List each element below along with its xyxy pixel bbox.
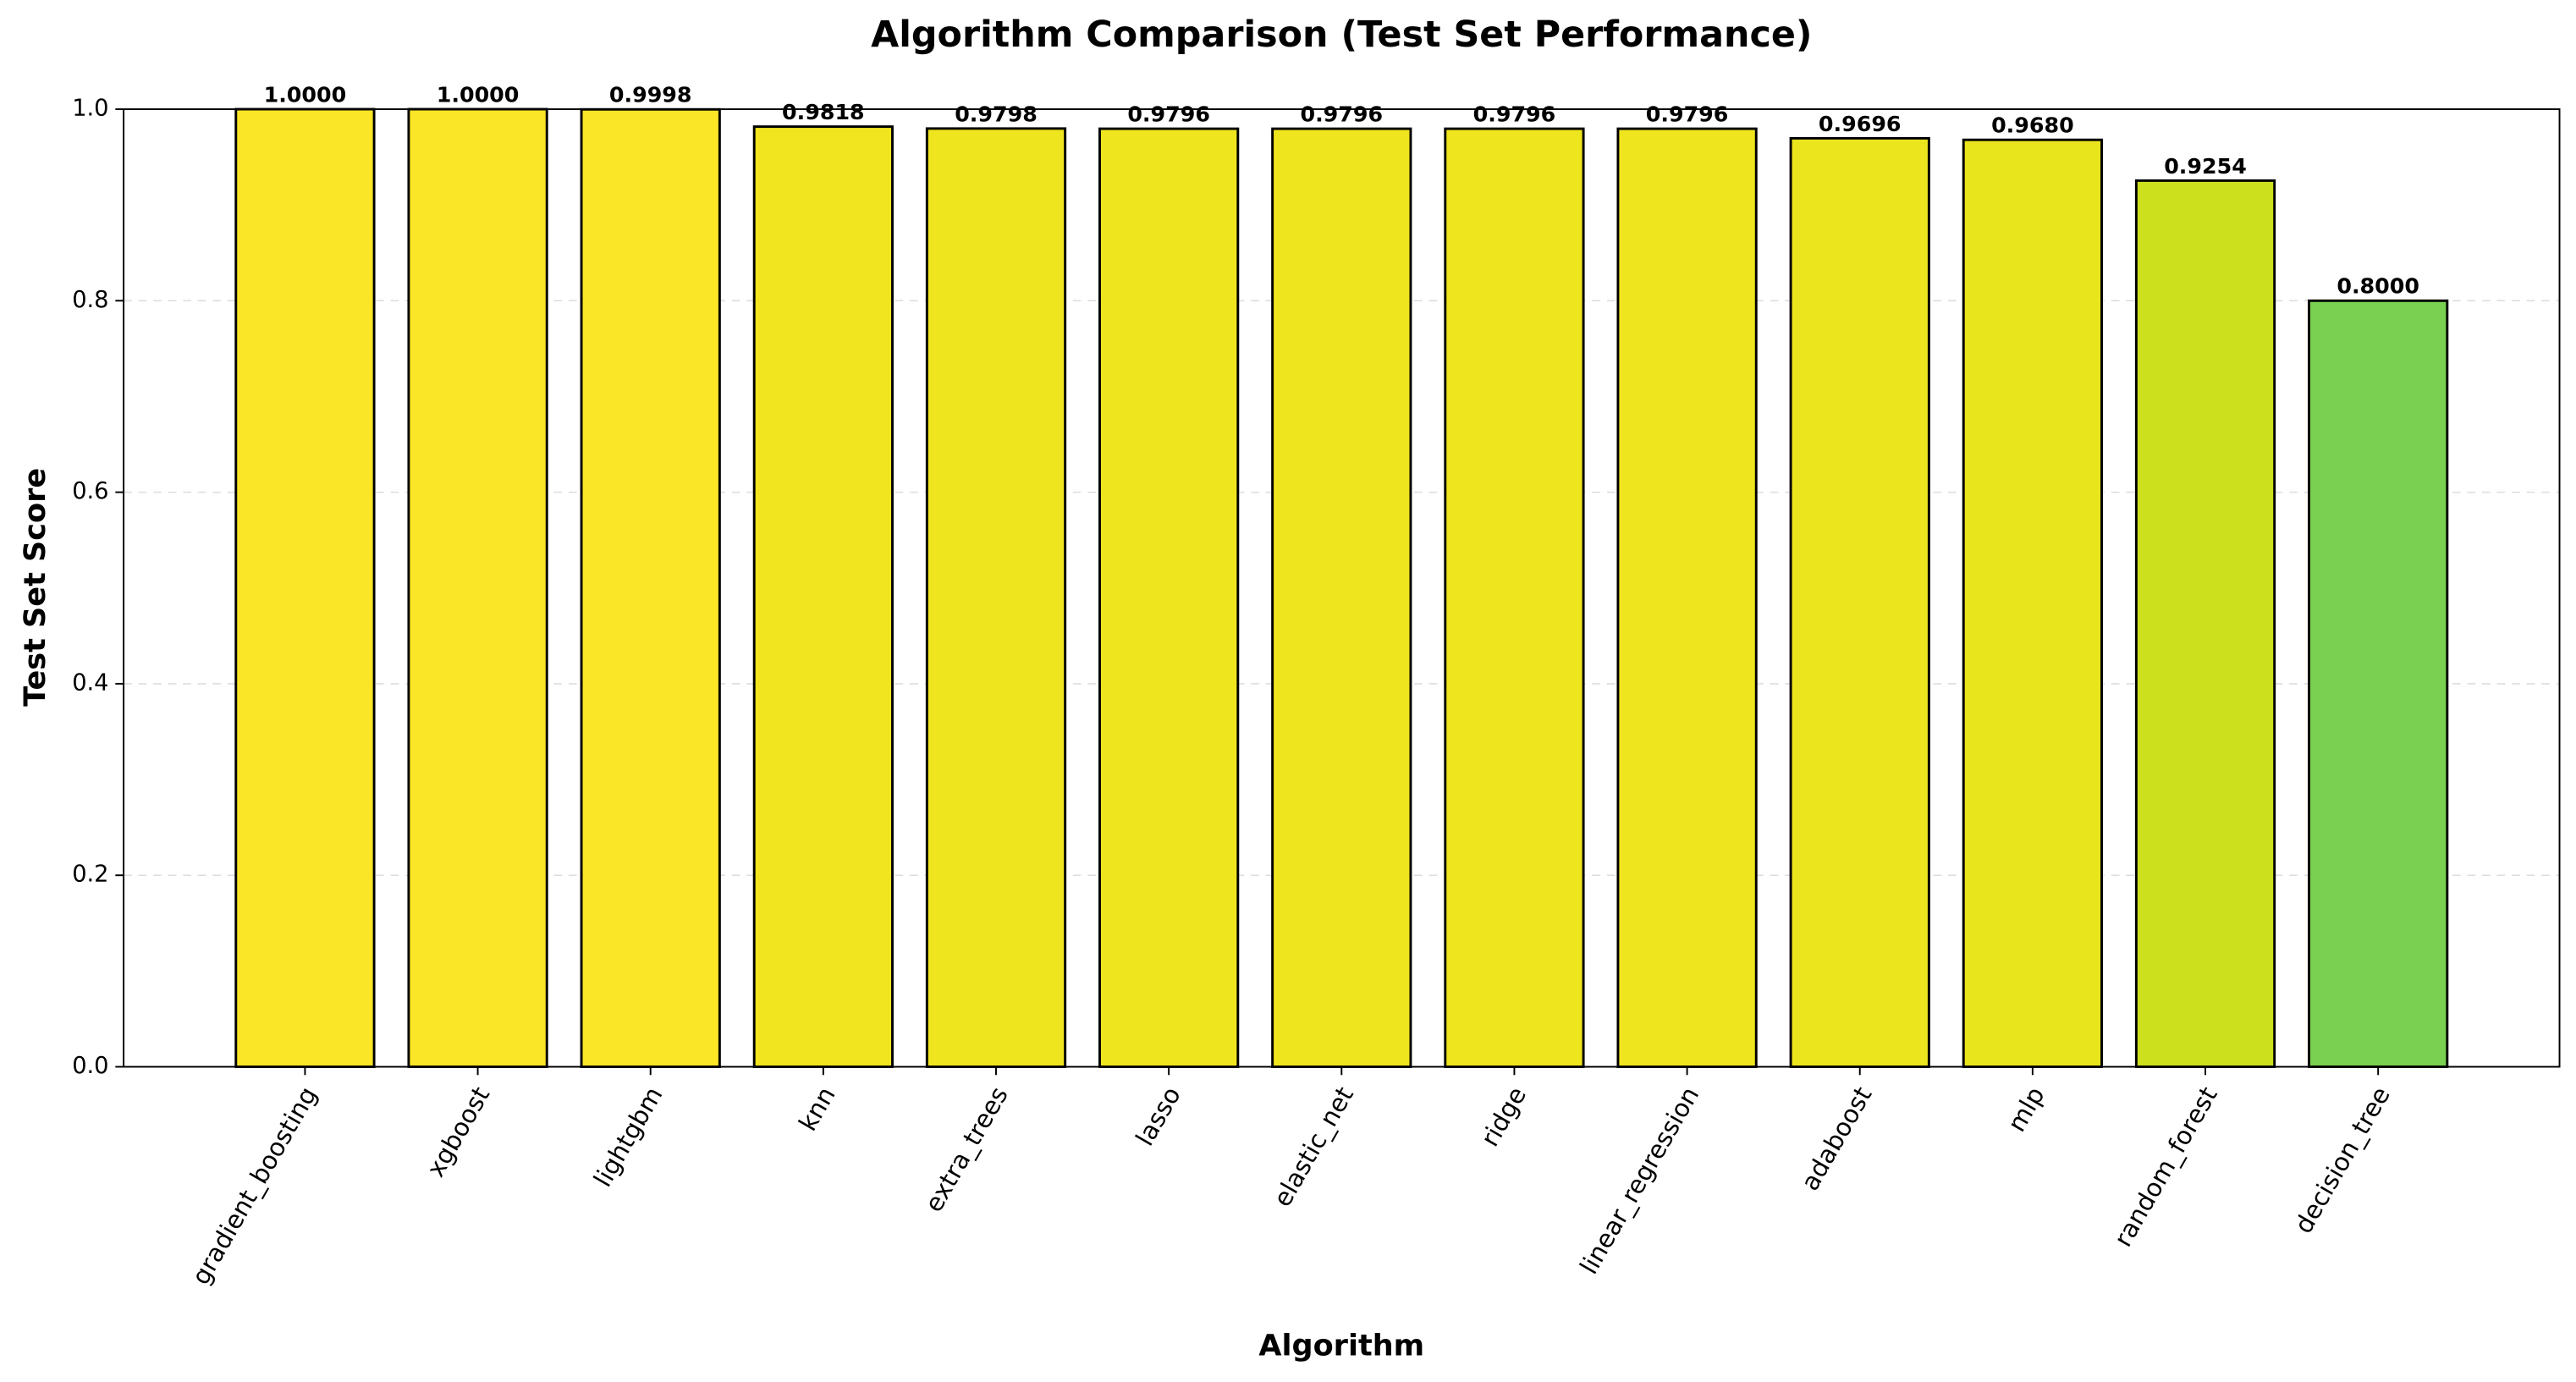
value-label: 0.9254 xyxy=(2164,154,2247,179)
x-tick-label: elastic_net xyxy=(1268,1082,1359,1211)
y-tick-label: 0.8 xyxy=(72,287,108,313)
y-tick-label: 0.4 xyxy=(72,669,108,696)
x-tick-label: mlp xyxy=(2002,1082,2050,1137)
bar xyxy=(407,107,548,1068)
y-tick-label: 0.2 xyxy=(72,862,108,888)
bar xyxy=(1271,127,1412,1068)
y-tick-label: 1.0 xyxy=(72,96,108,122)
value-label: 0.9796 xyxy=(1300,102,1383,127)
bar xyxy=(2308,299,2449,1068)
y-tick-label: 0.0 xyxy=(72,1053,108,1079)
x-tick-label: ridge xyxy=(1475,1082,1532,1151)
x-tick-label: extra_trees xyxy=(919,1082,1014,1217)
value-label: 0.9798 xyxy=(955,102,1038,126)
x-tick-label: knn xyxy=(793,1082,840,1136)
x-tick-label: adaboost xyxy=(1795,1082,1877,1195)
chart-title: Algorithm Comparison (Test Set Performan… xyxy=(871,14,1812,56)
value-label: 1.0000 xyxy=(437,82,520,107)
bar xyxy=(2134,179,2276,1068)
bar xyxy=(1789,136,1930,1068)
x-axis-label: Algorithm xyxy=(1258,1329,1424,1363)
bar xyxy=(234,107,376,1068)
value-label: 0.9696 xyxy=(1819,112,1902,136)
x-tick-label: xgboost xyxy=(421,1082,496,1181)
x-tick-label: decision_tree xyxy=(2289,1082,2396,1238)
x-tick-label: linear_regression xyxy=(1574,1082,1704,1279)
value-label: 0.9998 xyxy=(609,83,692,107)
y-axis-label: Test Set Score xyxy=(18,468,52,707)
value-label: 0.9796 xyxy=(1127,102,1210,127)
x-tick-label: gradient_boosting xyxy=(186,1082,322,1289)
x-tick-label: lasso xyxy=(1130,1082,1186,1150)
bar xyxy=(1616,127,1758,1068)
value-label: 0.9796 xyxy=(1646,102,1729,127)
bar xyxy=(1098,127,1240,1068)
bar xyxy=(1444,127,1585,1068)
value-label: 0.9796 xyxy=(1473,102,1556,127)
bar xyxy=(925,127,1067,1068)
bar xyxy=(1962,138,2103,1068)
bar xyxy=(580,107,721,1068)
plot-frame xyxy=(123,108,2561,1068)
value-label: 1.0000 xyxy=(264,82,347,107)
x-tick-label: random_forest xyxy=(2108,1082,2222,1252)
y-tick-label: 0.6 xyxy=(72,478,108,504)
value-label: 0.8000 xyxy=(2337,274,2419,299)
value-label: 0.9680 xyxy=(1991,113,2074,138)
x-tick-label: lightgbm xyxy=(588,1082,669,1192)
value-label: 0.9818 xyxy=(782,100,865,124)
bar xyxy=(752,125,894,1068)
